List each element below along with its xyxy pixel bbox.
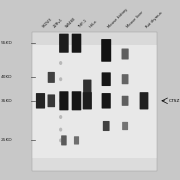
Ellipse shape	[59, 61, 62, 65]
FancyBboxPatch shape	[83, 80, 91, 93]
FancyBboxPatch shape	[122, 122, 128, 130]
FancyBboxPatch shape	[140, 92, 148, 109]
FancyBboxPatch shape	[59, 91, 68, 110]
Text: Mouse kidney: Mouse kidney	[107, 7, 129, 29]
FancyBboxPatch shape	[59, 34, 69, 53]
FancyBboxPatch shape	[122, 96, 129, 106]
Text: SKOV3: SKOV3	[41, 17, 53, 29]
Ellipse shape	[59, 77, 62, 81]
Text: SW480: SW480	[65, 17, 77, 29]
FancyBboxPatch shape	[36, 93, 45, 109]
FancyBboxPatch shape	[32, 158, 157, 171]
FancyBboxPatch shape	[102, 93, 111, 109]
Text: 22Rv1: 22Rv1	[52, 17, 64, 29]
Text: 25KD: 25KD	[1, 138, 13, 142]
FancyBboxPatch shape	[102, 72, 111, 86]
Ellipse shape	[59, 99, 62, 103]
Ellipse shape	[59, 115, 62, 119]
FancyBboxPatch shape	[103, 121, 110, 131]
FancyBboxPatch shape	[101, 39, 111, 62]
FancyBboxPatch shape	[72, 91, 81, 110]
FancyBboxPatch shape	[83, 92, 92, 109]
Text: Mouse liver: Mouse liver	[126, 10, 144, 29]
FancyBboxPatch shape	[48, 72, 55, 83]
Ellipse shape	[59, 138, 62, 142]
Text: 35KD: 35KD	[1, 99, 13, 103]
FancyBboxPatch shape	[74, 136, 79, 145]
FancyBboxPatch shape	[122, 74, 129, 84]
Ellipse shape	[59, 41, 62, 45]
Text: HeLa: HeLa	[88, 19, 98, 29]
Text: CTSZ: CTSZ	[168, 99, 180, 103]
FancyBboxPatch shape	[48, 94, 55, 107]
FancyBboxPatch shape	[72, 34, 81, 53]
Text: 55KD: 55KD	[1, 41, 13, 45]
FancyBboxPatch shape	[32, 32, 157, 171]
FancyBboxPatch shape	[32, 32, 157, 45]
Text: 40KD: 40KD	[1, 75, 12, 79]
Ellipse shape	[59, 128, 62, 132]
Text: Rat thymus: Rat thymus	[145, 11, 163, 29]
FancyBboxPatch shape	[61, 135, 67, 145]
Text: THP-1: THP-1	[77, 18, 88, 29]
FancyBboxPatch shape	[122, 49, 129, 59]
